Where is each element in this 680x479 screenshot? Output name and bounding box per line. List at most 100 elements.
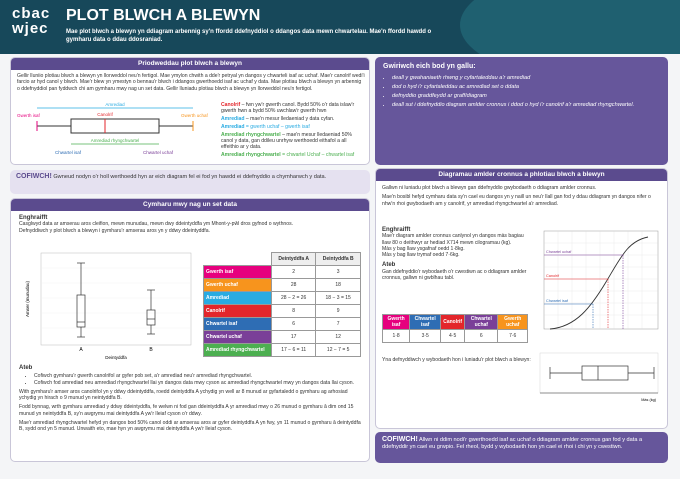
header-row: Gwerth isaf Chwartel isaf Canolrif Chwartel… (381, 314, 528, 330)
answer-point: Cofiwch fod amrediad neu amrediad rhyngc… (34, 380, 364, 386)
table-row: Chwartel isaf 6 7 (203, 317, 361, 331)
remember-label: COFIWCH! (382, 436, 418, 443)
x-axis-label: Deintyddfa (105, 355, 127, 360)
properties-panel: Priodweddau plot blwch a blewyn Gellir l… (10, 57, 370, 165)
logo-bottom: wjec (12, 20, 49, 37)
header-cell: Chwartel isaf (409, 314, 442, 330)
label: Canolrif (97, 112, 113, 117)
box (70, 118, 160, 134)
header-cell: Gwerth uchaf (497, 314, 528, 330)
box-plot (549, 365, 655, 381)
table-row: Amrediad rhyngchwartel 17 − 6 = 11 12 − 7 … (203, 343, 361, 357)
table-cell: 12 (315, 330, 361, 344)
answer-points: Cofiwch gymharu'r gwerth canolrifol ar g… (25, 373, 364, 386)
table-cell: 6 (464, 329, 499, 343)
cumulative-panel: Diagramau amlder cronnus a phlotiau blwc… (375, 168, 668, 429)
paragraph: Defnyddiwch y plot blwch a blewyn i gymh… (19, 227, 210, 234)
row-label: Canolrif (203, 304, 272, 318)
heading: Enghraifft (19, 215, 48, 221)
paragraph: Fodd bynnag, wrth gymharu amrediad y ddw… (19, 404, 354, 417)
example: Enghraifft Mae'r diagram amlder cronnus … (382, 227, 532, 281)
paragraph: With gymharu'r amser aros canolrifol yn … (19, 388, 348, 402)
label: Gwerth isaf (17, 113, 41, 118)
horizontal-box-plot: Màs (kg) (539, 352, 659, 402)
label: Chwartel uchaf (143, 150, 174, 155)
definition-text: = chwartel Uchaf – chwartel isaf (280, 152, 355, 159)
definition-text: – fwn yw'r gwerth canol. Bydd 50% o'r da… (221, 102, 355, 115)
definition-term: Amrediad rhyngchwartel (221, 131, 281, 138)
check-list: deall y gwahaniaeth rhwng y cyfartaledda… (383, 75, 660, 109)
corner-cell (204, 253, 272, 266)
remember-box: COFIWCH! Allwn ni ddim nodi'r gwerthoedd… (375, 432, 668, 463)
value-row: 1·8 3·5 4·5 6 7·6 (381, 329, 528, 343)
title: PLOT BLWCH A BLEWYN (66, 7, 261, 24)
table-cell: 7·6 (497, 329, 528, 343)
quartile-table: Gwerth isaf Chwartel isaf Canolrif Chwartel… (381, 314, 528, 343)
definitions: Canolrif – fwn yw'r gwerth canol. Bydd 5… (221, 102, 365, 160)
table-row: Canolrif 8 9 (203, 304, 361, 318)
box-plot-a (76, 262, 86, 338)
answer: Ateb Cofiwch gymharu'r gwerth canolrifol… (19, 365, 364, 436)
plot-area (40, 252, 192, 346)
table-cell: 18 (315, 278, 361, 292)
table-cell: 6 (270, 317, 317, 331)
header-cell: Deintyddfa A (270, 252, 317, 266)
answer-paragraphs: With gymharu'r amser aros canolrifol yn … (19, 389, 364, 433)
paragraph: Mae'r amrediad rhyngchwartel hefyd yn da… (19, 420, 361, 433)
subtitle: Mae plot blwch a blewyn yn ddiagram arbe… (66, 29, 432, 43)
check-item: dod o hyd i'r cyfartaleddau ac amrediad … (392, 84, 660, 91)
table-cell: 8 (270, 304, 317, 318)
definition-text: – mae'n mesur lledaeniad 50% canol y dat… (221, 131, 352, 151)
check-panel: Gwiriwch eich bod yn gallu: deall y gwah… (375, 57, 668, 165)
paragraph: Mae'n bosibl hefyd cymharu data sy'n cae… (382, 194, 651, 207)
answer-point: Cofiwch gymharu'r gwerth canolrifol ar g… (34, 373, 364, 379)
table-cell: 18 − 3 = 15 (315, 291, 361, 305)
label: Canolrif (546, 274, 560, 278)
panel-title: Diagramau amlder cronnus a phlotiau blwc… (376, 169, 667, 181)
paragraph: Gan ddefnyddio'r wybodaeth o'r cwestiwn … (382, 268, 527, 282)
table-cell: 17 (270, 330, 317, 344)
paragraph: Màs y bag llaw trymaf oedd 7·6kg. (382, 252, 460, 259)
paragraph: Gallwn ni luniadu plot blwch a blewyn ga… (382, 185, 597, 191)
table-cell: 7 (315, 317, 361, 331)
row-label: Gwerth isaf (203, 265, 272, 279)
logo: cbac wjec (12, 6, 50, 36)
paragraph: Mae'r diagram amlder cronnus canlynol yn… (382, 233, 524, 246)
check-item: deall sut i ddefnyddio diagram amlder cr… (392, 102, 660, 109)
table-row: Amrediad 28 − 2 = 26 18 − 3 = 15 (203, 291, 361, 305)
header-swoosh (460, 0, 680, 54)
remember-label: COFIWCH! (16, 173, 52, 180)
label: Amrediad rhyngchwartel (91, 138, 140, 143)
row-label: Amrediad rhyngchwartel (203, 343, 272, 357)
table-cell: 1·8 (381, 329, 411, 343)
heading: Ateb (382, 262, 396, 269)
header-cell: Deintyddfa B (315, 252, 361, 266)
table-cell: 3 (315, 265, 361, 279)
check-item: deall y gwahaniaeth rhwng y cyfartaledda… (392, 75, 660, 82)
remember-text: Allwn ni ddim nodi'r gwerthoedd isaf ac … (382, 437, 643, 450)
check-item: defnyddio graddfeydd ar graff/diagram (392, 93, 660, 100)
definition-term: Canolrif (221, 102, 241, 108)
remember-text: Gwneud nodyn o'r holl werthoedd hyn ar e… (51, 174, 327, 180)
table-cell: 4·5 (440, 329, 466, 343)
row-label: Gwerth uchaf (203, 278, 272, 292)
table-cell: 28 − 2 = 26 (270, 291, 317, 305)
paragraph: Gellir lluniio plotiau blwch a blewyn yn… (17, 73, 365, 92)
heading: Ateb (19, 365, 33, 371)
plot-area (543, 230, 659, 330)
table-row: Chwartel uchaf 17 12 (203, 330, 361, 344)
definition: Canolrif – fwn yw'r gwerth canol. Bydd 5… (221, 102, 365, 115)
table-cell: 17 − 6 = 11 (270, 343, 317, 357)
vertical-box-plots: A B Deintyddfa Amser (munudau) (25, 252, 192, 360)
table-cell: 9 (315, 304, 361, 318)
cumulative-curve (549, 236, 649, 330)
example: Enghraifft Casglwyd data ar amserau aros… (19, 215, 364, 234)
heading: Enghraifft (382, 227, 411, 233)
remember-box: COFIWCH! Gwneud nodyn o'r holl werthoedd… (10, 170, 370, 194)
row-label: Amrediad (203, 291, 272, 305)
group-label: B (149, 347, 153, 353)
label: Chwartel isaf (546, 299, 569, 303)
panel-title: Cymharu mwy nag un set data (11, 199, 369, 211)
box-plot-b (146, 289, 156, 335)
definition: Amrediad – mae'n mesur lledaeniad y data… (221, 116, 365, 122)
